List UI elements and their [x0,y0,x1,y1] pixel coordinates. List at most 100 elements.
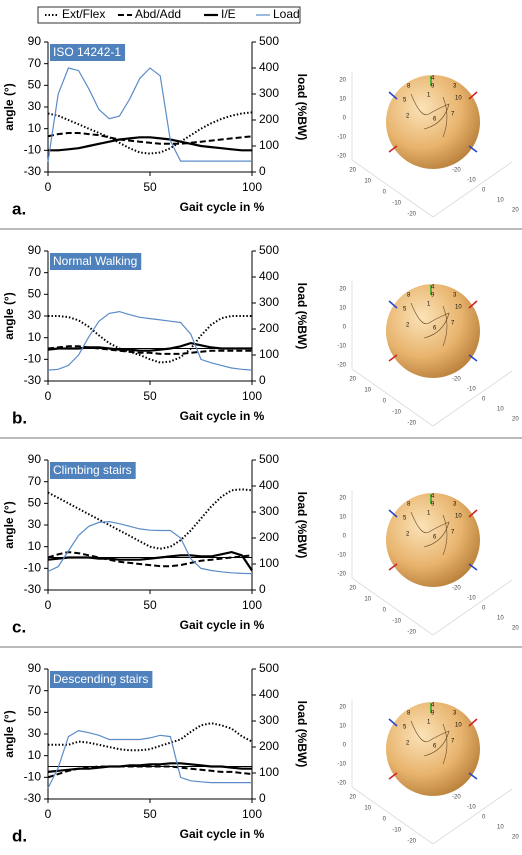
series-line [47,345,252,355]
y2-tick-label: 200 [259,321,279,335]
sphere [386,702,480,796]
y2-tick-label: 500 [259,452,279,466]
sphere-axis [351,368,434,427]
sphere-tick: -10 [467,178,476,184]
x-tick-label: 0 [45,389,52,403]
sphere-tick: -20 [452,586,461,592]
sphere-point-label: 6 [433,744,437,750]
y-tick-label: 70 [28,474,42,488]
y-axis-label: angle (°) [2,501,16,548]
x-tick-label: 50 [143,807,157,821]
sphere-point-label: 5 [403,307,407,313]
sphere-tick: 20 [339,78,346,84]
sphere-tick: 10 [364,597,371,603]
sphere-arrow [388,145,398,153]
sphere-arrow [468,563,478,571]
sphere-point-label: 2 [406,532,410,538]
sphere-point-label: 3 [453,502,457,508]
sphere-arrow [388,509,398,518]
y2-tick-label: 500 [259,243,279,257]
series-line [48,136,252,152]
sphere-tick: 20 [339,496,346,502]
x-axis-label: Gait cycle in % [180,409,265,423]
sphere-arrow [388,718,398,727]
sphere-point-label: 3 [453,711,457,717]
y-tick-label: -30 [24,164,42,178]
sphere-arrow [468,718,478,727]
sphere-point-label: 5 [403,98,407,104]
sphere-point-label: 10 [455,723,462,729]
y2-axis-label: load (%BW) [295,283,309,350]
sphere-tick: 0 [343,325,347,331]
sphere-arrow [468,300,478,309]
sphere-tick: 0 [383,608,387,614]
series-line [47,132,253,145]
sphere-tick: -20 [407,212,416,218]
sphere-tick: 20 [349,168,356,174]
x-tick-label: 0 [45,807,52,821]
y-tick-label: 90 [28,452,42,466]
series-line [47,310,253,371]
x-tick-label: 100 [242,180,262,194]
sphere-tick: 10 [339,97,346,103]
y2-tick-label: 0 [259,582,266,596]
y-tick-label: 90 [28,34,42,48]
sphere-tick: 20 [349,795,356,801]
sphere-axis [351,786,434,845]
sphere-point-label: 4 [431,494,435,500]
sphere-tick: 20 [349,377,356,383]
x-tick-label: 50 [143,389,157,403]
sphere-point-label: 9 [431,84,435,90]
sphere-point-label: 9 [431,502,435,508]
x-axis-label: Gait cycle in % [180,618,265,632]
panel-label: a. [12,199,26,218]
sphere-tick: 20 [339,705,346,711]
sphere-tick: 20 [339,287,346,293]
x-tick-label: 0 [45,598,52,612]
y-tick-label: -30 [24,582,42,596]
y2-tick-label: 100 [259,556,279,570]
y-tick-label: -30 [24,373,42,387]
panel-label: d. [12,826,27,845]
sphere-point-label: 8 [407,84,411,90]
y-tick-label: 30 [28,517,42,531]
sphere-tick: -20 [452,377,461,383]
y2-tick-label: 200 [259,112,279,126]
y-tick-label: 30 [28,308,42,322]
sphere-point-label: 7 [451,112,455,118]
sphere-point-label: 8 [407,293,411,299]
sphere-axis [432,579,513,636]
sphere-tick: 20 [512,208,519,214]
sphere-tick: -10 [337,344,346,350]
title-box [50,671,153,688]
sphere-point-label: 10 [455,96,462,102]
y2-tick-label: 400 [259,60,279,74]
sphere-tick: -10 [337,135,346,141]
series-line [47,762,252,773]
sphere-tick: -20 [337,781,346,787]
sphere-arrow [468,91,478,100]
y2-tick-label: 400 [259,687,279,701]
sphere-axis [351,577,434,636]
series-line [47,551,253,568]
sphere-tick: 10 [339,306,346,312]
legend-box [37,6,301,24]
sphere-tick: 10 [339,515,346,521]
sphere-axis [351,159,434,218]
series-line [48,722,253,752]
x-tick-label: 100 [242,807,262,821]
sphere [386,493,480,587]
y2-axis-label: load (%BW) [295,74,309,141]
sphere-trace [410,302,450,347]
y-tick-label: -10 [24,770,42,784]
sphere-point-label: 4 [431,703,435,709]
y2-tick-label: 100 [259,347,279,361]
title-box [50,462,136,479]
sphere-tick: -20 [407,421,416,427]
sphere-point-label: 4 [431,76,435,82]
y2-tick-label: 0 [259,791,266,805]
y-tick-label: 50 [28,705,42,719]
y2-tick-label: 500 [259,661,279,675]
sphere-tick: 0 [383,190,387,196]
